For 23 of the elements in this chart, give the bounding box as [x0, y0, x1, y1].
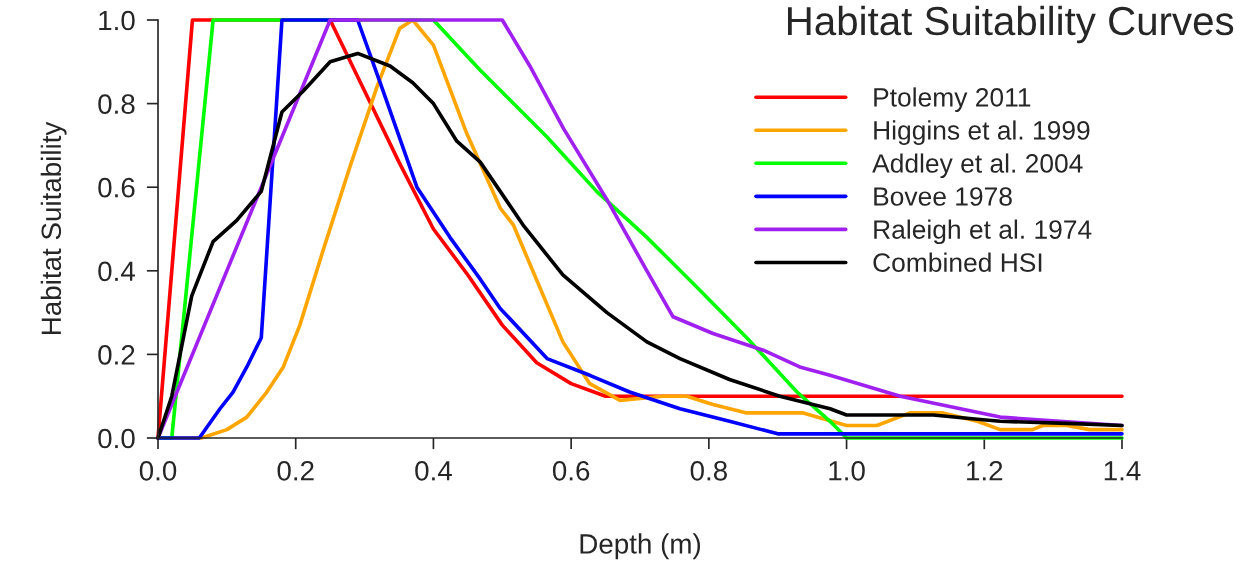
y-tick-label: 0.8	[98, 94, 135, 114]
legend-label: Bovee 1978	[874, 187, 1012, 206]
y-tick-label: 1.0	[99, 10, 135, 31]
legend-label: Combined HSI	[873, 252, 1042, 272]
chart-title: Habitat Suitability Curves	[788, 5, 1234, 44]
y-tick-label: 0.4	[98, 261, 135, 282]
x-tick-label: 0.6	[552, 460, 590, 481]
x-tick-label: 0.4	[415, 460, 452, 481]
legend-label: Ptolemy 2011	[874, 87, 1031, 112]
y-tick-label: 0.2	[98, 345, 135, 365]
x-tick-label: 1.0	[829, 460, 865, 481]
y-axis-title: Habitat Suitability	[40, 121, 67, 335]
x-tick-label: 0.8	[690, 460, 727, 481]
x-tick-label: 0.2	[277, 460, 314, 481]
x-tick-label: 1.2	[967, 460, 1003, 481]
legend-label: Higgins et al. 1999	[874, 120, 1090, 145]
y-tick-label: 0.0	[98, 428, 135, 449]
legend-label: Raleigh et al. 1974	[874, 219, 1092, 245]
y-tick-label: 0.6	[98, 177, 135, 198]
x-tick-label: 0.0	[139, 460, 177, 481]
legend-label: Addley et al. 2004	[872, 153, 1083, 179]
x-axis-title: Depth (m)	[580, 533, 701, 560]
x-tick-label: 1.4	[1104, 461, 1141, 481]
